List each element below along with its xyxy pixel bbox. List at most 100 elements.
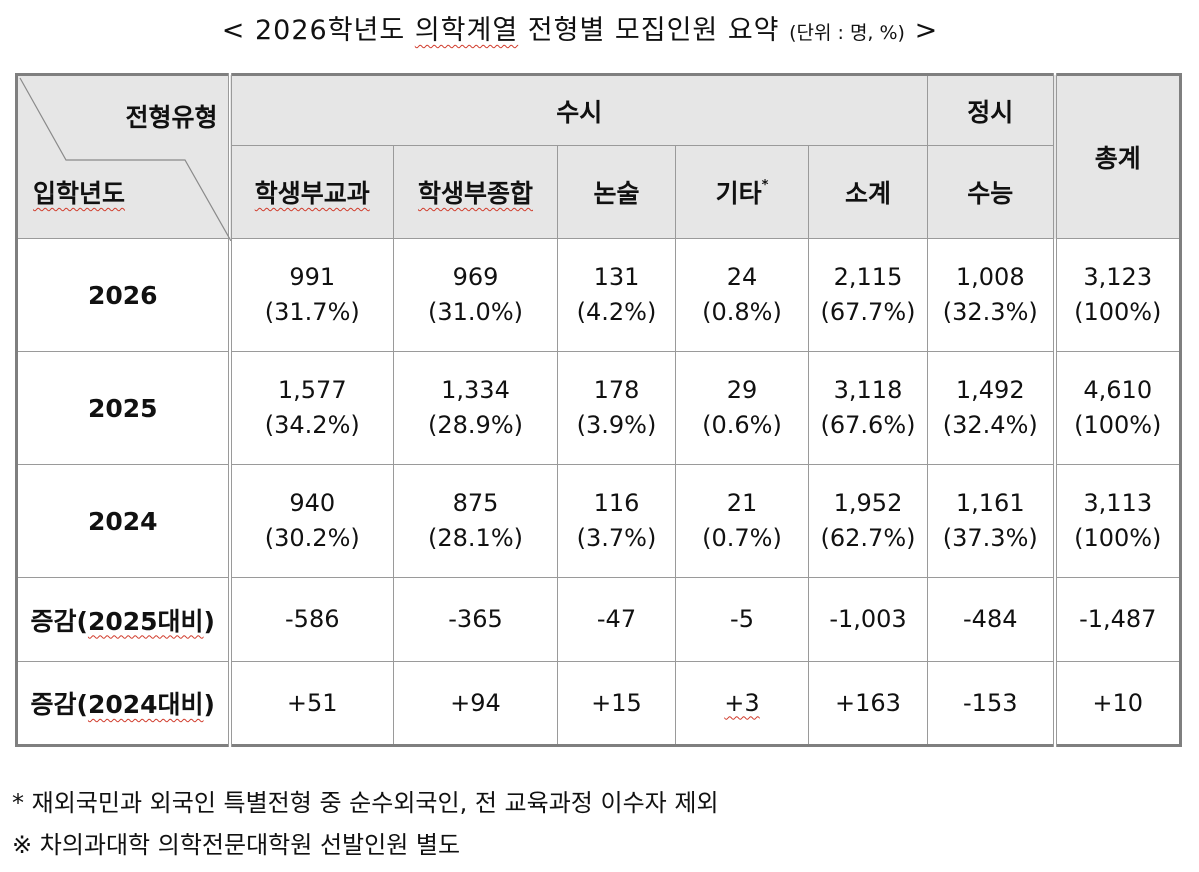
cell-gyogwa: 991 (31.7%) xyxy=(229,238,394,352)
diff-row: 증감(2025대비) -586 -365 -47 -5 -1,003 -484 … xyxy=(16,577,1181,662)
percent: (3.7%) xyxy=(576,524,657,552)
percent: (28.9%) xyxy=(428,411,523,439)
footnotes: * 재외국민과 외국인 특별전형 중 순수외국인, 전 교육과정 이수자 제외 … xyxy=(12,782,719,866)
cell-suneung: 1,492 (32.4%) xyxy=(927,351,1057,465)
cell-gita-value: +3 xyxy=(724,688,760,717)
corner-label-type: 전형유형 xyxy=(125,103,218,132)
admissions-summary-table: 전형유형 입학년도 수시 정시 총계 학생부교과 학생부종합 논술 기타* 소계… xyxy=(15,73,1182,747)
percent: (34.2%) xyxy=(264,411,360,439)
diagonal-divider-icon xyxy=(19,77,231,241)
percent: (67.7%) xyxy=(820,298,916,326)
sub-header-gyogwa-label: 학생부교과 xyxy=(254,179,370,208)
cell-gita: +3 xyxy=(675,661,809,746)
title-prefix: < 2026학년도 xyxy=(221,15,415,46)
cell-nonsul: +15 xyxy=(557,661,676,746)
cell-total: 3,113 (100%) xyxy=(1054,464,1181,578)
percent: (3.9%) xyxy=(576,411,657,439)
count: 3,123 xyxy=(1083,263,1153,291)
percent: (32.3%) xyxy=(942,298,1038,326)
cell-sogye: 1,952 (62.7%) xyxy=(808,464,928,578)
count: 116 xyxy=(593,489,640,517)
percent: (100%) xyxy=(1074,524,1162,552)
sub-header-gita-label: 기타 xyxy=(715,179,762,208)
percent: (0.7%) xyxy=(702,524,782,552)
percent: (100%) xyxy=(1074,298,1162,326)
group-header-susi: 수시 xyxy=(229,74,928,146)
cell-suneung: 1,161 (37.3%) xyxy=(927,464,1057,578)
cell-gyogwa: 940 (30.2%) xyxy=(229,464,394,578)
table-row: 2025 1,577 (34.2%) 1,334 (28.9%) 178 (3.9%)… xyxy=(16,351,1181,465)
sub-header-sogye: 소계 xyxy=(808,145,928,239)
cell-gyogwa: 1,577 (34.2%) xyxy=(229,351,394,465)
percent: (4.2%) xyxy=(576,298,657,326)
cell-gyogwa: +51 xyxy=(229,661,394,746)
sub-header-suneung: 수능 xyxy=(927,145,1057,239)
table-row: 2024 940 (30.2%) 875 (28.1%) 116 (3.7%) 21 (… xyxy=(16,464,1181,578)
cell-gita: 24 (0.8%) xyxy=(675,238,809,352)
cell-total: 3,123 (100%) xyxy=(1054,238,1181,352)
cell-gita: -5 xyxy=(675,577,809,662)
group-header-jeongsi: 정시 xyxy=(927,74,1057,146)
header-row-group: 전형유형 입학년도 수시 정시 총계 xyxy=(16,74,1181,241)
percent: (100%) xyxy=(1074,411,1162,439)
percent: (62.7%) xyxy=(820,524,916,552)
count: 21 xyxy=(726,489,758,517)
count: 1,492 xyxy=(955,376,1025,404)
sub-header-gita: 기타* xyxy=(675,145,809,239)
count: 1,577 xyxy=(277,376,347,404)
sub-header-jonghap: 학생부종합 xyxy=(393,145,558,239)
cell-suneung: 1,008 (32.3%) xyxy=(927,238,1057,352)
cell-suneung: -484 xyxy=(927,577,1057,662)
cell-jonghap: 969 (31.0%) xyxy=(393,238,558,352)
cell-sogye: +163 xyxy=(808,661,928,746)
percent: (0.6%) xyxy=(702,411,782,439)
percent: (31.0%) xyxy=(428,298,523,326)
count: 24 xyxy=(726,263,758,291)
header-row-sub: 학생부교과 학생부종합 논술 기타* 소계 수능 xyxy=(17,145,1181,239)
label-suffix: ) xyxy=(203,690,215,719)
cell-suneung: -153 xyxy=(927,661,1057,746)
footnote-foreign-applicants: * 재외국민과 외국인 특별전형 중 순수외국인, 전 교육과정 이수자 제외 xyxy=(12,789,719,817)
cell-total: +10 xyxy=(1054,661,1181,746)
title-unit: (단위 : 명, %) xyxy=(789,22,905,44)
title-suffix: > xyxy=(904,15,939,46)
percent: (31.7%) xyxy=(264,298,360,326)
count: 1,334 xyxy=(441,376,510,404)
count: 875 xyxy=(452,489,499,517)
cell-gita: 21 (0.7%) xyxy=(675,464,809,578)
table-row: 2026 991 (31.7%) 969 (31.0%) 131 (4.2%) 24 (… xyxy=(16,238,1181,352)
cell-nonsul: 178 (3.9%) xyxy=(557,351,676,465)
footnote-cha-university: ※ 차의과대학 의학전문대학원 선발인원 별도 xyxy=(12,831,461,859)
cell-sogye: -1,003 xyxy=(808,577,928,662)
corner-label-year: 입학년도 xyxy=(33,179,126,208)
footnote-mark: * xyxy=(761,178,769,193)
count: 29 xyxy=(726,376,758,404)
cell-total: 4,610 (100%) xyxy=(1054,351,1181,465)
row-label: 2026 xyxy=(16,238,232,352)
title-main: 전형별 모집인원 요약 xyxy=(518,15,790,46)
row-label: 2024 xyxy=(16,464,232,578)
diff-row-label: 증감(2024대비) xyxy=(16,661,232,746)
count: 3,113 xyxy=(1083,489,1153,517)
cell-jonghap: 875 (28.1%) xyxy=(393,464,558,578)
count: 940 xyxy=(289,489,336,517)
label-year: 2024대비 xyxy=(87,690,204,719)
label-year: 2025대비 xyxy=(87,606,204,636)
cell-sogye: 3,118 (67.6%) xyxy=(808,351,928,465)
count: 1,952 xyxy=(833,489,903,517)
count: 131 xyxy=(593,263,640,291)
cell-gyogwa: -586 xyxy=(229,577,394,662)
count: 991 xyxy=(289,263,336,291)
count: 2,115 xyxy=(833,263,903,291)
cell-sogye: 2,115 (67.7%) xyxy=(808,238,928,352)
sub-header-nonsul: 논술 xyxy=(557,145,676,239)
cell-jonghap: 1,334 (28.9%) xyxy=(393,351,558,465)
group-header-total: 총계 xyxy=(1054,74,1181,239)
diff-row-label: 증감(2025대비) xyxy=(16,577,232,662)
cell-jonghap: +94 xyxy=(393,661,558,746)
document-title: < 2026학년도 의학계열 전형별 모집인원 요약 (단위 : 명, %) > xyxy=(0,8,1160,47)
cell-nonsul: 131 (4.2%) xyxy=(557,238,676,352)
count: 178 xyxy=(593,376,640,404)
percent: (67.6%) xyxy=(820,411,916,439)
row-label: 2025 xyxy=(16,351,232,465)
